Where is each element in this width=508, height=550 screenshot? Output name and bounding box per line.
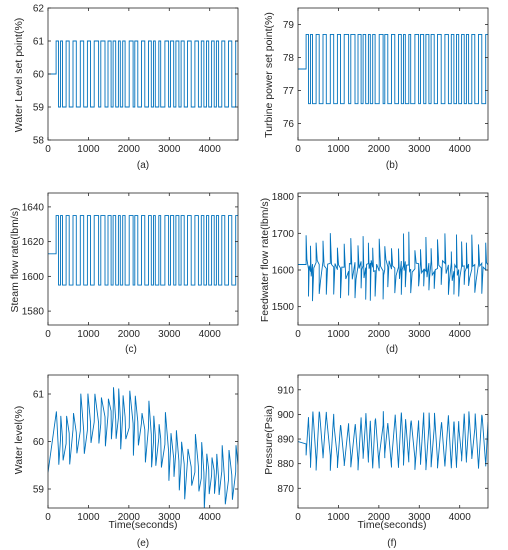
ytick-label-b-0: 76	[283, 119, 295, 130]
xtick-label-a-0: 0	[45, 144, 51, 155]
ytick-label-c-0: 1580	[22, 307, 45, 318]
xtick-label-f-1: 1000	[327, 512, 350, 523]
ylabel-a: Water Level set point(%)	[13, 18, 25, 133]
ylabel-f: Pressure(Psia)	[263, 405, 275, 474]
ytick-label-a-2: 60	[33, 70, 45, 81]
caption-b: (b)	[386, 160, 398, 171]
ytick-label-a-1: 59	[33, 103, 45, 114]
axes-box-f	[297, 374, 489, 509]
ylabel-d: Feedwater flow rate(lbm/s)	[259, 198, 271, 322]
xtick-label-e-4: 4000	[199, 512, 222, 523]
ytick-label-b-1: 77	[283, 86, 295, 97]
panel-b: Turbine power set point(%) (b) 0 1000 2000…	[263, 7, 489, 171]
xtick-label-d-3: 3000	[408, 329, 431, 340]
ytick-label-d-2: 1700	[272, 229, 295, 240]
caption-f: (f)	[387, 538, 396, 549]
xtick-label-c-0: 0	[45, 329, 51, 340]
panel-d: Feedwater flow rate(lbm/s) (d) 0 1000 2000…	[259, 192, 489, 355]
xtick-label-c-1: 1000	[77, 329, 100, 340]
caption-e: (e)	[137, 538, 149, 549]
xtick-label-e-1: 1000	[77, 512, 100, 523]
xtick-label-e-2: 2000	[118, 512, 141, 523]
xtick-label-a-4: 4000	[199, 144, 222, 155]
panel-a: Water Level set point(%) (a) 0 1000 2000 30…	[13, 4, 239, 171]
xtick-label-a-3: 3000	[158, 144, 181, 155]
caption-c: (c)	[125, 344, 137, 355]
ytick-label-d-0: 1500	[272, 302, 295, 313]
caption-a: (a)	[137, 160, 149, 171]
xtick-label-d-2: 2000	[368, 329, 391, 340]
ytick-label-a-0: 58	[33, 136, 45, 147]
xtick-label-f-2: 2000	[368, 512, 391, 523]
panel-f: Pressure(Psia) Time(seconds) (f) 0 1000 20…	[263, 374, 489, 549]
xtick-label-f-0: 0	[295, 512, 301, 523]
xtick-label-f-4: 4000	[449, 512, 472, 523]
ytick-label-c-3: 1640	[22, 202, 45, 213]
xtick-label-c-2: 2000	[118, 329, 141, 340]
ytick-label-a-3: 61	[33, 37, 45, 48]
xtick-label-c-3: 3000	[158, 329, 181, 340]
ytick-label-f-0: 870	[277, 484, 294, 495]
ytick-label-b-2: 78	[283, 53, 295, 64]
ytick-label-d-3: 1800	[272, 192, 295, 203]
ytick-label-c-2: 1620	[22, 237, 45, 248]
series-line-a	[48, 40, 238, 108]
ytick-label-e-1: 60	[33, 437, 45, 448]
ytick-label-a-4: 62	[33, 4, 45, 15]
xtick-label-e-3: 3000	[158, 512, 181, 523]
ylabel-c: Steam flow rate(lbm/s)	[9, 207, 21, 312]
axes-box-d	[297, 192, 489, 326]
panel-e: Water level(%) Time(seconds) (e) 0 1000 20…	[13, 374, 239, 549]
series-line-b	[298, 33, 488, 105]
series-line-d	[298, 231, 488, 302]
caption-d: (d)	[386, 344, 398, 355]
xtick-label-a-1: 1000	[77, 144, 100, 155]
axes-box-c	[47, 192, 239, 326]
series-line-f	[298, 411, 488, 471]
ytick-label-f-2: 890	[277, 435, 294, 446]
xtick-label-d-0: 0	[295, 329, 301, 340]
series-line-c	[48, 215, 238, 286]
axes-box-b	[297, 7, 489, 141]
xtick-label-f-3: 3000	[408, 512, 431, 523]
ytick-label-c-1: 1600	[22, 272, 45, 283]
xtick-label-c-4: 4000	[199, 329, 222, 340]
xtick-label-d-4: 4000	[449, 329, 472, 340]
xlabel-f: Time(seconds)	[357, 519, 426, 531]
xtick-label-b-3: 3000	[408, 144, 431, 155]
xtick-label-e-0: 0	[45, 512, 51, 523]
xtick-label-b-1: 1000	[327, 144, 350, 155]
xtick-label-b-4: 4000	[449, 144, 472, 155]
xtick-label-b-0: 0	[295, 144, 301, 155]
xtick-label-a-2: 2000	[118, 144, 141, 155]
xlabel-e: Time(seconds)	[108, 519, 177, 531]
panel-c: Steam flow rate(lbm/s) (c) 0 1000 2000 3000…	[9, 192, 239, 355]
ylabel-b: Turbine power set point(%)	[263, 12, 275, 138]
xtick-label-b-2: 2000	[368, 144, 391, 155]
xtick-label-d-1: 1000	[327, 329, 350, 340]
ytick-label-e-0: 59	[33, 485, 45, 496]
ytick-label-f-4: 910	[277, 385, 294, 396]
ytick-label-f-1: 880	[277, 459, 294, 470]
ytick-label-e-2: 61	[33, 390, 45, 401]
series-line-e	[48, 387, 238, 508]
ytick-label-f-3: 900	[277, 410, 294, 421]
ylabel-e: Water level(%)	[13, 406, 25, 474]
ytick-label-d-1: 1600	[272, 266, 295, 277]
ytick-label-b-3: 79	[283, 20, 295, 31]
